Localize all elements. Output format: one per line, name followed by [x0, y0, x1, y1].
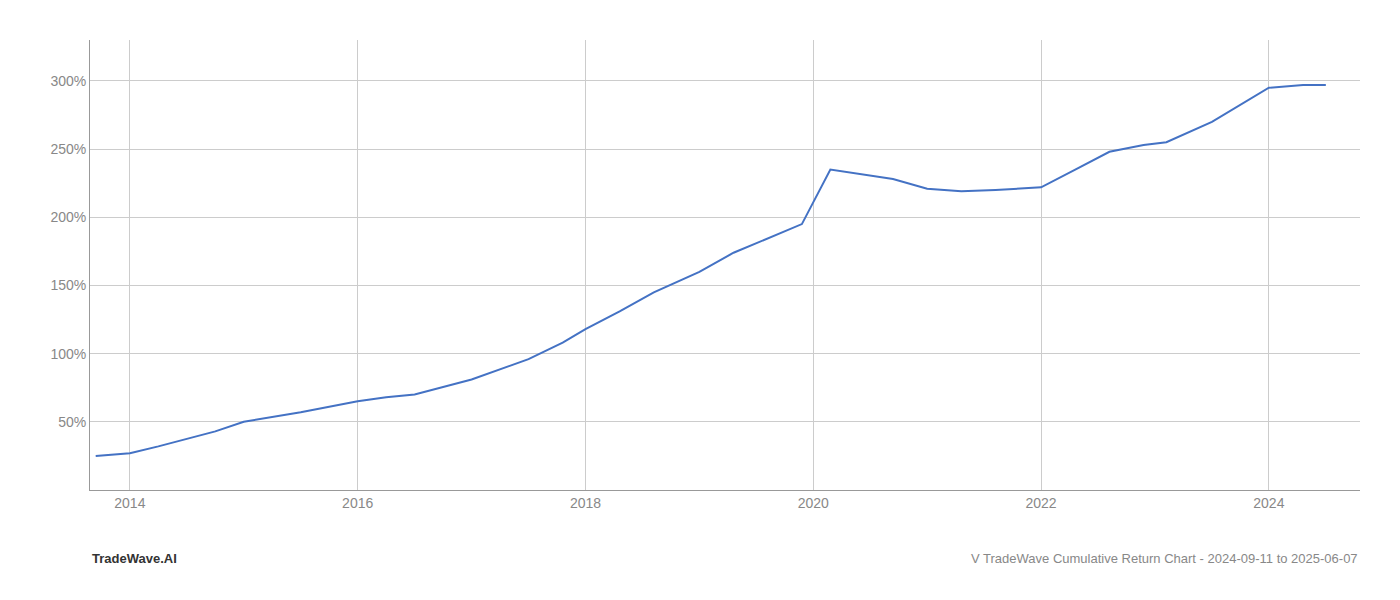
- svg-text:2018: 2018: [570, 495, 601, 511]
- svg-text:2024: 2024: [1253, 495, 1284, 511]
- svg-text:300%: 300%: [50, 73, 86, 89]
- svg-text:150%: 150%: [50, 277, 86, 293]
- svg-text:TradeWave.AI: TradeWave.AI: [92, 551, 177, 566]
- svg-text:50%: 50%: [58, 414, 86, 430]
- svg-text:V TradeWave Cumulative Return: V TradeWave Cumulative Return Chart - 20…: [971, 551, 1358, 566]
- svg-text:2022: 2022: [1026, 495, 1057, 511]
- svg-text:100%: 100%: [50, 346, 86, 362]
- svg-text:2016: 2016: [342, 495, 373, 511]
- svg-text:2014: 2014: [114, 495, 145, 511]
- svg-text:250%: 250%: [50, 141, 86, 157]
- svg-text:200%: 200%: [50, 209, 86, 225]
- svg-text:2020: 2020: [798, 495, 829, 511]
